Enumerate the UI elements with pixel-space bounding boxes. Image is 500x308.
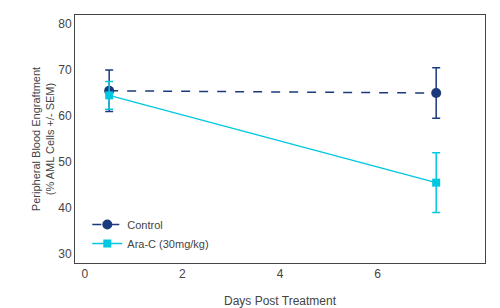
svg-text:Ara-C (30mg/kg): Ara-C (30mg/kg) bbox=[127, 238, 208, 250]
svg-text:0: 0 bbox=[81, 267, 88, 281]
svg-text:80: 80 bbox=[58, 17, 72, 31]
svg-text:40: 40 bbox=[58, 201, 72, 215]
svg-text:50: 50 bbox=[58, 155, 72, 169]
svg-text:60: 60 bbox=[58, 109, 72, 123]
svg-text:6: 6 bbox=[374, 267, 381, 281]
svg-text:2: 2 bbox=[179, 267, 186, 281]
svg-text:Days Post Treatment: Days Post Treatment bbox=[224, 294, 337, 308]
svg-text:70: 70 bbox=[58, 63, 72, 77]
svg-text:Peripheral Blood Engraftment(%: Peripheral Blood Engraftment(% AML Cells… bbox=[30, 67, 56, 211]
svg-text:4: 4 bbox=[277, 267, 284, 281]
svg-text:Control: Control bbox=[127, 219, 162, 231]
svg-text:30: 30 bbox=[58, 247, 72, 261]
